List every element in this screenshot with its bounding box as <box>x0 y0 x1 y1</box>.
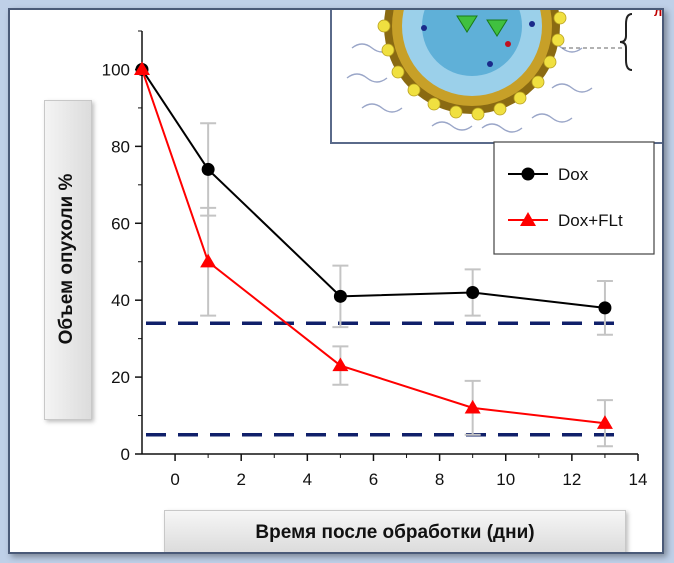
liposome-illustration: лл <box>330 8 663 144</box>
data-point-dox <box>466 285 480 299</box>
x-axis-label: Время после обработки (дни) <box>164 510 626 552</box>
data-point-dox <box>598 301 612 315</box>
y-tick-label: 20 <box>111 368 130 387</box>
x-tick-label: 12 <box>562 470 581 489</box>
x-tick-label: 14 <box>629 470 648 489</box>
y-tick-label: 100 <box>102 60 130 79</box>
data-point-dox-flt <box>596 415 613 429</box>
x-tick-label: 10 <box>496 470 515 489</box>
y-axis-label: Объем опухоли % <box>56 173 77 345</box>
legend-label-dox: Dox <box>558 165 589 184</box>
y-tick-label: 0 <box>121 445 130 464</box>
legend-marker-dox-flt <box>520 212 536 226</box>
data-point-dox-flt <box>134 61 150 76</box>
inset-caption-fragment: лл <box>654 8 663 19</box>
y-axis-label-box <box>44 100 92 420</box>
y-tick-label: 40 <box>111 291 130 310</box>
x-tick-label: 6 <box>369 470 378 489</box>
liposome-drawing <box>346 10 633 133</box>
data-point-dox-flt <box>332 357 349 372</box>
tumor-volume-chart: 0 20 40 60 80 100 0 2 4 6 8 10 12 14 Dox Dox+FLt <box>102 30 655 489</box>
data-point-dox-flt <box>464 399 481 414</box>
x-tick-label: 0 <box>170 470 179 489</box>
x-tick-label: 8 <box>435 470 444 489</box>
legend-label-dox-flt: Dox+FLt <box>558 211 623 230</box>
legend-marker-dox <box>521 167 535 181</box>
x-tick-label: 2 <box>236 470 245 489</box>
y-tick-label: 80 <box>111 137 130 156</box>
legend-box <box>493 141 655 255</box>
data-point-dox <box>333 289 347 303</box>
figure-frame: лл 0 20 40 60 80 100 0 2 4 6 8 10 12 14 Dox Dox+FLt Объ… <box>8 8 664 554</box>
y-tick-label: 60 <box>111 214 130 233</box>
x-tick-label: 4 <box>303 470 312 489</box>
data-point-dox <box>201 162 215 176</box>
data-point-dox-flt <box>200 253 217 268</box>
